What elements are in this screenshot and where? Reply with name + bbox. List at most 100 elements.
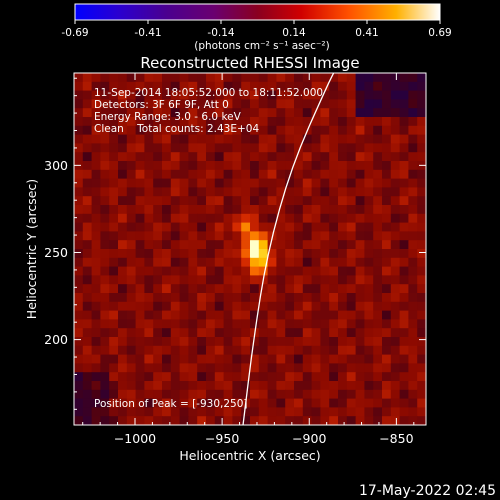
heatmap-cell <box>417 354 426 364</box>
heatmap-cell <box>382 354 392 364</box>
heatmap-cell <box>267 381 277 391</box>
heatmap-cell <box>118 354 128 364</box>
heatmap-cell <box>320 407 330 417</box>
heatmap-cell <box>170 301 181 312</box>
heatmap-cell <box>408 381 418 391</box>
heatmap-cell <box>214 108 225 118</box>
heatmap-cell <box>338 293 348 303</box>
solar-limb-curve <box>242 73 335 425</box>
heatmap-cell <box>109 196 119 206</box>
heatmap-cell <box>364 178 374 188</box>
heatmap-cell <box>74 81 84 92</box>
heatmap-cell <box>82 398 93 408</box>
heatmap-cell <box>373 266 383 276</box>
heatmap-cell <box>294 293 304 303</box>
heatmap-cell <box>267 240 277 250</box>
heatmap-cell <box>320 196 330 206</box>
heatmap-cell <box>329 134 339 144</box>
heatmap-cell <box>91 372 101 382</box>
heatmap-cell <box>311 416 321 425</box>
heatmap-cell <box>118 407 128 417</box>
heatmap-cell <box>109 99 119 109</box>
heatmap-cell <box>223 310 233 320</box>
heatmap-cell <box>91 143 101 153</box>
heatmap-cell <box>82 284 93 294</box>
heatmap-cell <box>162 117 172 127</box>
heatmap-cell <box>162 372 172 382</box>
heatmap-cell <box>320 161 330 171</box>
heatmap-cell <box>399 143 409 153</box>
heatmap-cell <box>364 81 374 92</box>
heatmap-cell <box>214 249 225 259</box>
heatmap-cell <box>311 152 321 162</box>
heatmap-cell <box>329 231 339 241</box>
heatmap-cell <box>188 310 198 320</box>
heatmap-cell <box>320 301 330 312</box>
heatmap-cell <box>223 257 233 268</box>
heatmap-cell <box>417 90 426 100</box>
heatmap-cell <box>144 73 154 83</box>
heatmap-cell <box>355 398 365 408</box>
heatmap-cell <box>390 161 401 171</box>
heatmap-cell <box>285 266 295 276</box>
heatmap-cell <box>82 319 93 329</box>
heatmap-cell <box>320 143 330 153</box>
heatmap-cell <box>355 108 365 118</box>
heatmap-cell <box>267 117 277 127</box>
heatmap-cell <box>355 389 365 400</box>
heatmap-cell <box>258 310 269 320</box>
heatmap-cell <box>373 293 383 303</box>
colorbar-unit-label: (photons cm⁻² s⁻¹ asec⁻²) <box>194 40 329 52</box>
heatmap-cell <box>311 108 321 118</box>
heatmap-cell <box>109 240 119 250</box>
heatmap-cell <box>250 143 260 153</box>
heatmap-cell <box>126 372 137 382</box>
heatmap-cell <box>276 266 286 276</box>
heatmap-cell <box>346 134 357 144</box>
heatmap-cell <box>346 99 357 109</box>
heatmap-cell <box>417 108 426 118</box>
heatmap-cell <box>408 99 418 109</box>
heatmap-cell <box>91 319 101 329</box>
heatmap-cell <box>355 345 365 356</box>
heatmap-cell <box>276 231 286 241</box>
heatmap-cell <box>241 178 251 188</box>
heatmap-cell <box>355 187 365 197</box>
heatmap-cell <box>320 117 330 127</box>
info-line-time: 11-Sep-2014 18:05:52.000 to 18:11:52.000 <box>94 87 323 99</box>
heatmap-cell <box>197 416 207 425</box>
heatmap-cell <box>382 205 392 215</box>
heatmap-cell <box>91 407 101 417</box>
heatmap-cell <box>329 213 339 224</box>
heatmap-cell <box>267 187 277 197</box>
heatmap-cell <box>188 363 198 373</box>
heatmap-cell <box>170 407 181 417</box>
heatmap-cell <box>91 249 101 259</box>
heatmap-cell <box>373 249 383 259</box>
heatmap-cell <box>197 205 207 215</box>
heatmap-cell <box>170 73 181 83</box>
heatmap-cell <box>373 99 383 109</box>
heatmap-cell <box>250 416 260 425</box>
heatmap-cell <box>100 381 110 391</box>
heatmap-cell <box>241 205 251 215</box>
heatmap-cell <box>188 117 198 127</box>
heatmap-cell <box>250 381 260 391</box>
heatmap-cell <box>285 108 295 118</box>
heatmap-cell <box>285 328 295 338</box>
heatmap-cell <box>109 169 119 180</box>
heatmap-cell <box>179 134 189 144</box>
heatmap-cell <box>373 301 383 312</box>
heatmap-cell <box>162 249 172 259</box>
heatmap-cell <box>223 117 233 127</box>
heatmap-cell <box>197 337 207 347</box>
heatmap-cell <box>390 363 401 373</box>
colorbar: -0.69 -0.41 -0.14 0.14 0.41 0.69 (photons cm⁻… <box>61 3 452 52</box>
heatmap-cell <box>206 240 216 250</box>
heatmap-cell <box>276 205 286 215</box>
heatmap-cell <box>329 125 339 136</box>
heatmap-cell <box>302 407 313 417</box>
heatmap-cell <box>302 319 313 329</box>
heatmap-cell <box>346 240 357 250</box>
